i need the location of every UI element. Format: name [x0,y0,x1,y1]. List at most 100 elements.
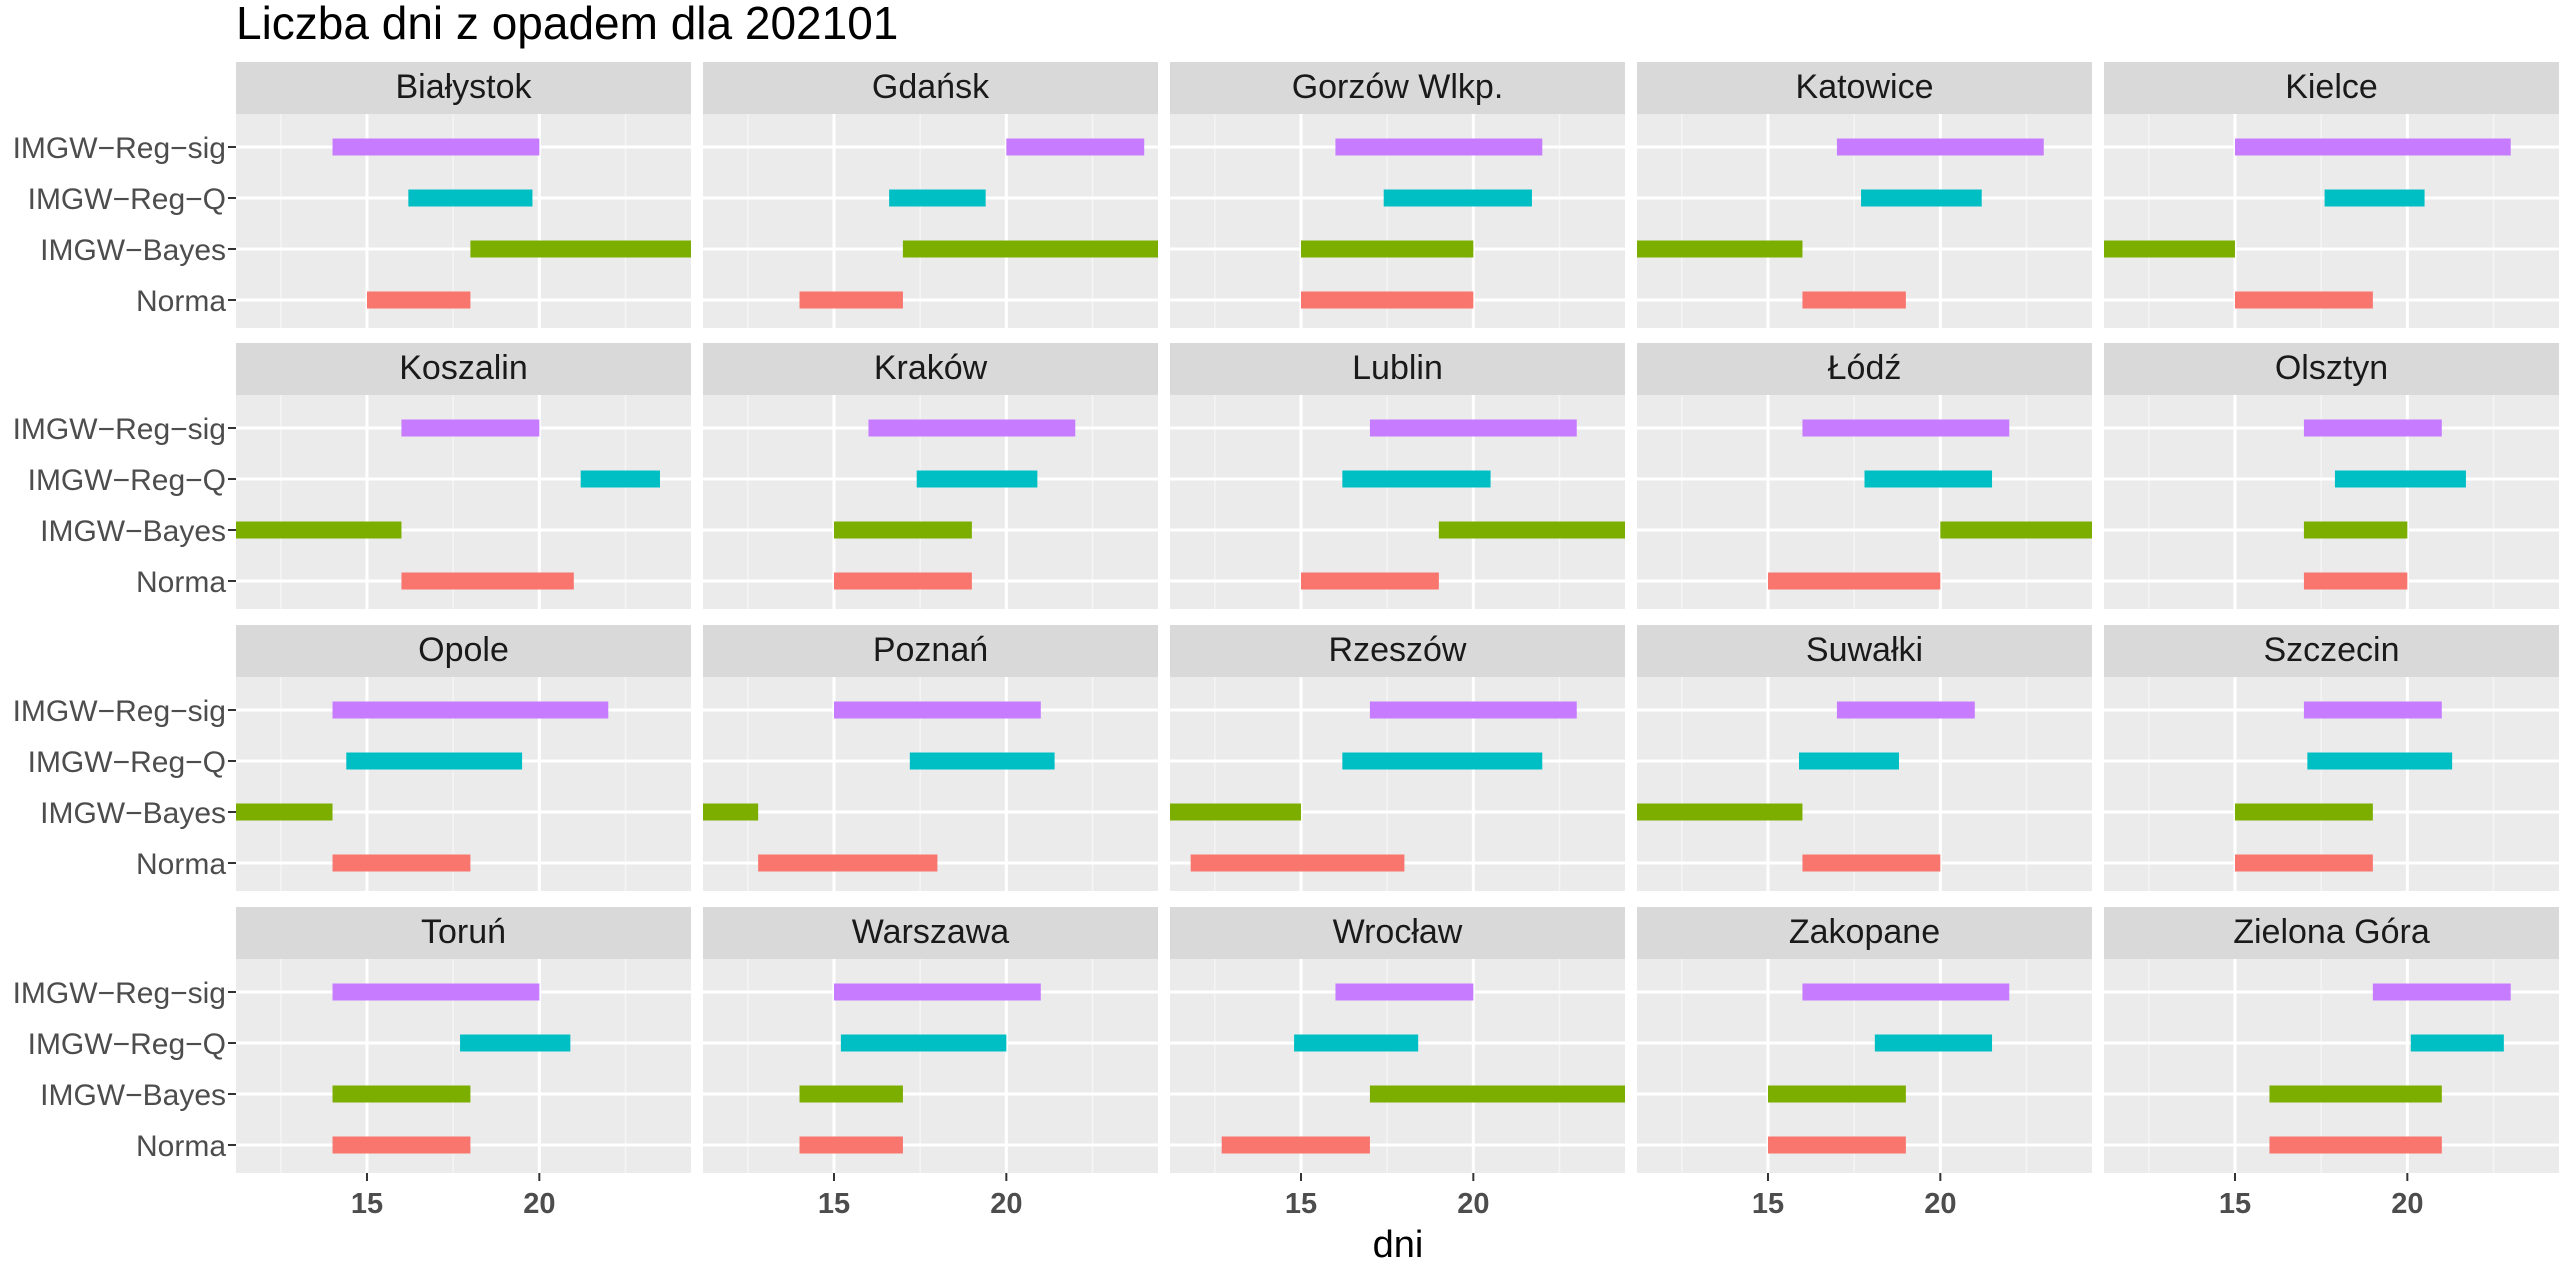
facet-strip [236,62,691,114]
range-bar-4 [2269,1136,2442,1154]
range-bar-2 [580,470,660,488]
facet-label: Katowice [1796,68,1934,106]
range-bar-1 [1836,138,2044,156]
range-bar-2 [889,189,986,207]
range-bar-2 [346,752,523,770]
range-bar-1 [868,419,1076,437]
range-bar-2 [2410,1034,2504,1052]
facet-label: Rzeszów [1329,631,1467,669]
range-bar-4 [332,854,471,872]
range-bar-2 [1383,189,1532,207]
range-bar-3 [703,803,759,821]
range-bar-2 [1342,752,1543,770]
range-bar-2 [2334,470,2466,488]
range-bar-1 [1006,138,1145,156]
range-bar-3 [332,1085,471,1103]
range-bar-3 [2104,240,2235,258]
facet-strip [1170,907,1625,959]
range-bar-1 [1335,138,1543,156]
range-bar-1 [2372,983,2511,1001]
facet-strip [2104,907,2559,959]
y-tick-label: IMGW−Reg−Q [28,1028,226,1061]
range-bar-2 [1294,1034,1419,1052]
facet-strip [1170,625,1625,677]
range-bar-1 [1369,701,1577,719]
range-bar-1 [1836,701,1975,719]
range-bar-1 [2303,701,2442,719]
y-tick-label: Norma [136,1130,226,1163]
range-bar-2 [2324,189,2425,207]
range-bar-3 [1637,240,1803,258]
facet-label: Toruń [421,913,506,951]
range-bar-2 [1874,1034,1993,1052]
range-bar-1 [1369,419,1577,437]
x-tick-label: 15 [1752,1188,1784,1220]
range-bar-2 [460,1034,571,1052]
x-tick-label: 15 [2219,1188,2251,1220]
range-bar-3 [1767,1085,1906,1103]
range-bar-4 [2234,854,2373,872]
range-bar-3 [470,240,691,258]
range-bar-4 [1300,572,1439,590]
range-bar-4 [332,1136,471,1154]
x-tick-label: 20 [1924,1188,1956,1220]
range-bar-1 [332,701,609,719]
range-bar-4 [366,291,471,309]
range-bar-3 [833,521,972,539]
range-bar-2 [916,470,1038,488]
facet-strip [236,343,691,395]
range-bar-4 [758,854,938,872]
range-bar-4 [799,1136,903,1154]
range-bar-3 [1170,803,1301,821]
range-bar-2 [909,752,1055,770]
facet-label: Łódź [1828,349,1902,387]
facet-strip [1637,907,2092,959]
range-bar-1 [332,138,540,156]
facet-label: Kielce [2285,68,2378,106]
facet-label: Opole [418,631,509,669]
range-bar-2 [1864,470,1993,488]
range-bar-3 [1300,240,1474,258]
range-bar-4 [2234,291,2373,309]
y-tick-label: IMGW−Reg−Q [28,464,226,497]
facet-label: Warszawa [852,913,1010,951]
facet-label: Zielona Góra [2233,913,2430,951]
range-bar-3 [1369,1085,1625,1103]
range-bar-4 [401,572,574,590]
range-bar-1 [1802,983,2010,1001]
facet-strip [703,343,1158,395]
facet-strip [2104,62,2559,114]
y-tick-label: IMGW−Bayes [40,515,226,548]
range-bar-2 [408,189,533,207]
facet-label: Białystok [395,68,532,106]
x-tick-label: 15 [1285,1188,1317,1220]
facet-label: Suwałki [1806,631,1923,669]
x-tick-label: 20 [990,1188,1022,1220]
range-bar-3 [902,240,1158,258]
chart-title: Liczba dni z opadem dla 202101 [236,0,899,49]
y-tick-label: IMGW−Reg−sig [13,413,226,446]
facet-strip [236,625,691,677]
facet-strip [703,907,1158,959]
x-tick-label: 15 [351,1188,383,1220]
facet-strip [1170,343,1625,395]
facet-label: Szczecin [2263,631,2399,669]
x-tick-label: 20 [523,1188,555,1220]
range-bar-4 [2303,572,2408,590]
facet-label: Lublin [1352,349,1443,387]
range-bar-3 [2303,521,2408,539]
range-bar-1 [332,983,540,1001]
range-bar-1 [2303,419,2442,437]
range-bar-4 [1300,291,1474,309]
facet-label: Gdańsk [872,68,990,106]
y-tick-label: IMGW−Reg−Q [28,183,226,216]
y-tick-label: IMGW−Reg−sig [13,132,226,165]
facet-label: Olsztyn [2275,349,2388,387]
y-tick-label: IMGW−Bayes [40,797,226,830]
y-tick-label: IMGW−Reg−sig [13,695,226,728]
range-bar-3 [799,1085,903,1103]
facet-label: Wrocław [1333,913,1463,951]
range-bar-4 [1221,1136,1370,1154]
y-tick-label: Norma [136,285,226,318]
